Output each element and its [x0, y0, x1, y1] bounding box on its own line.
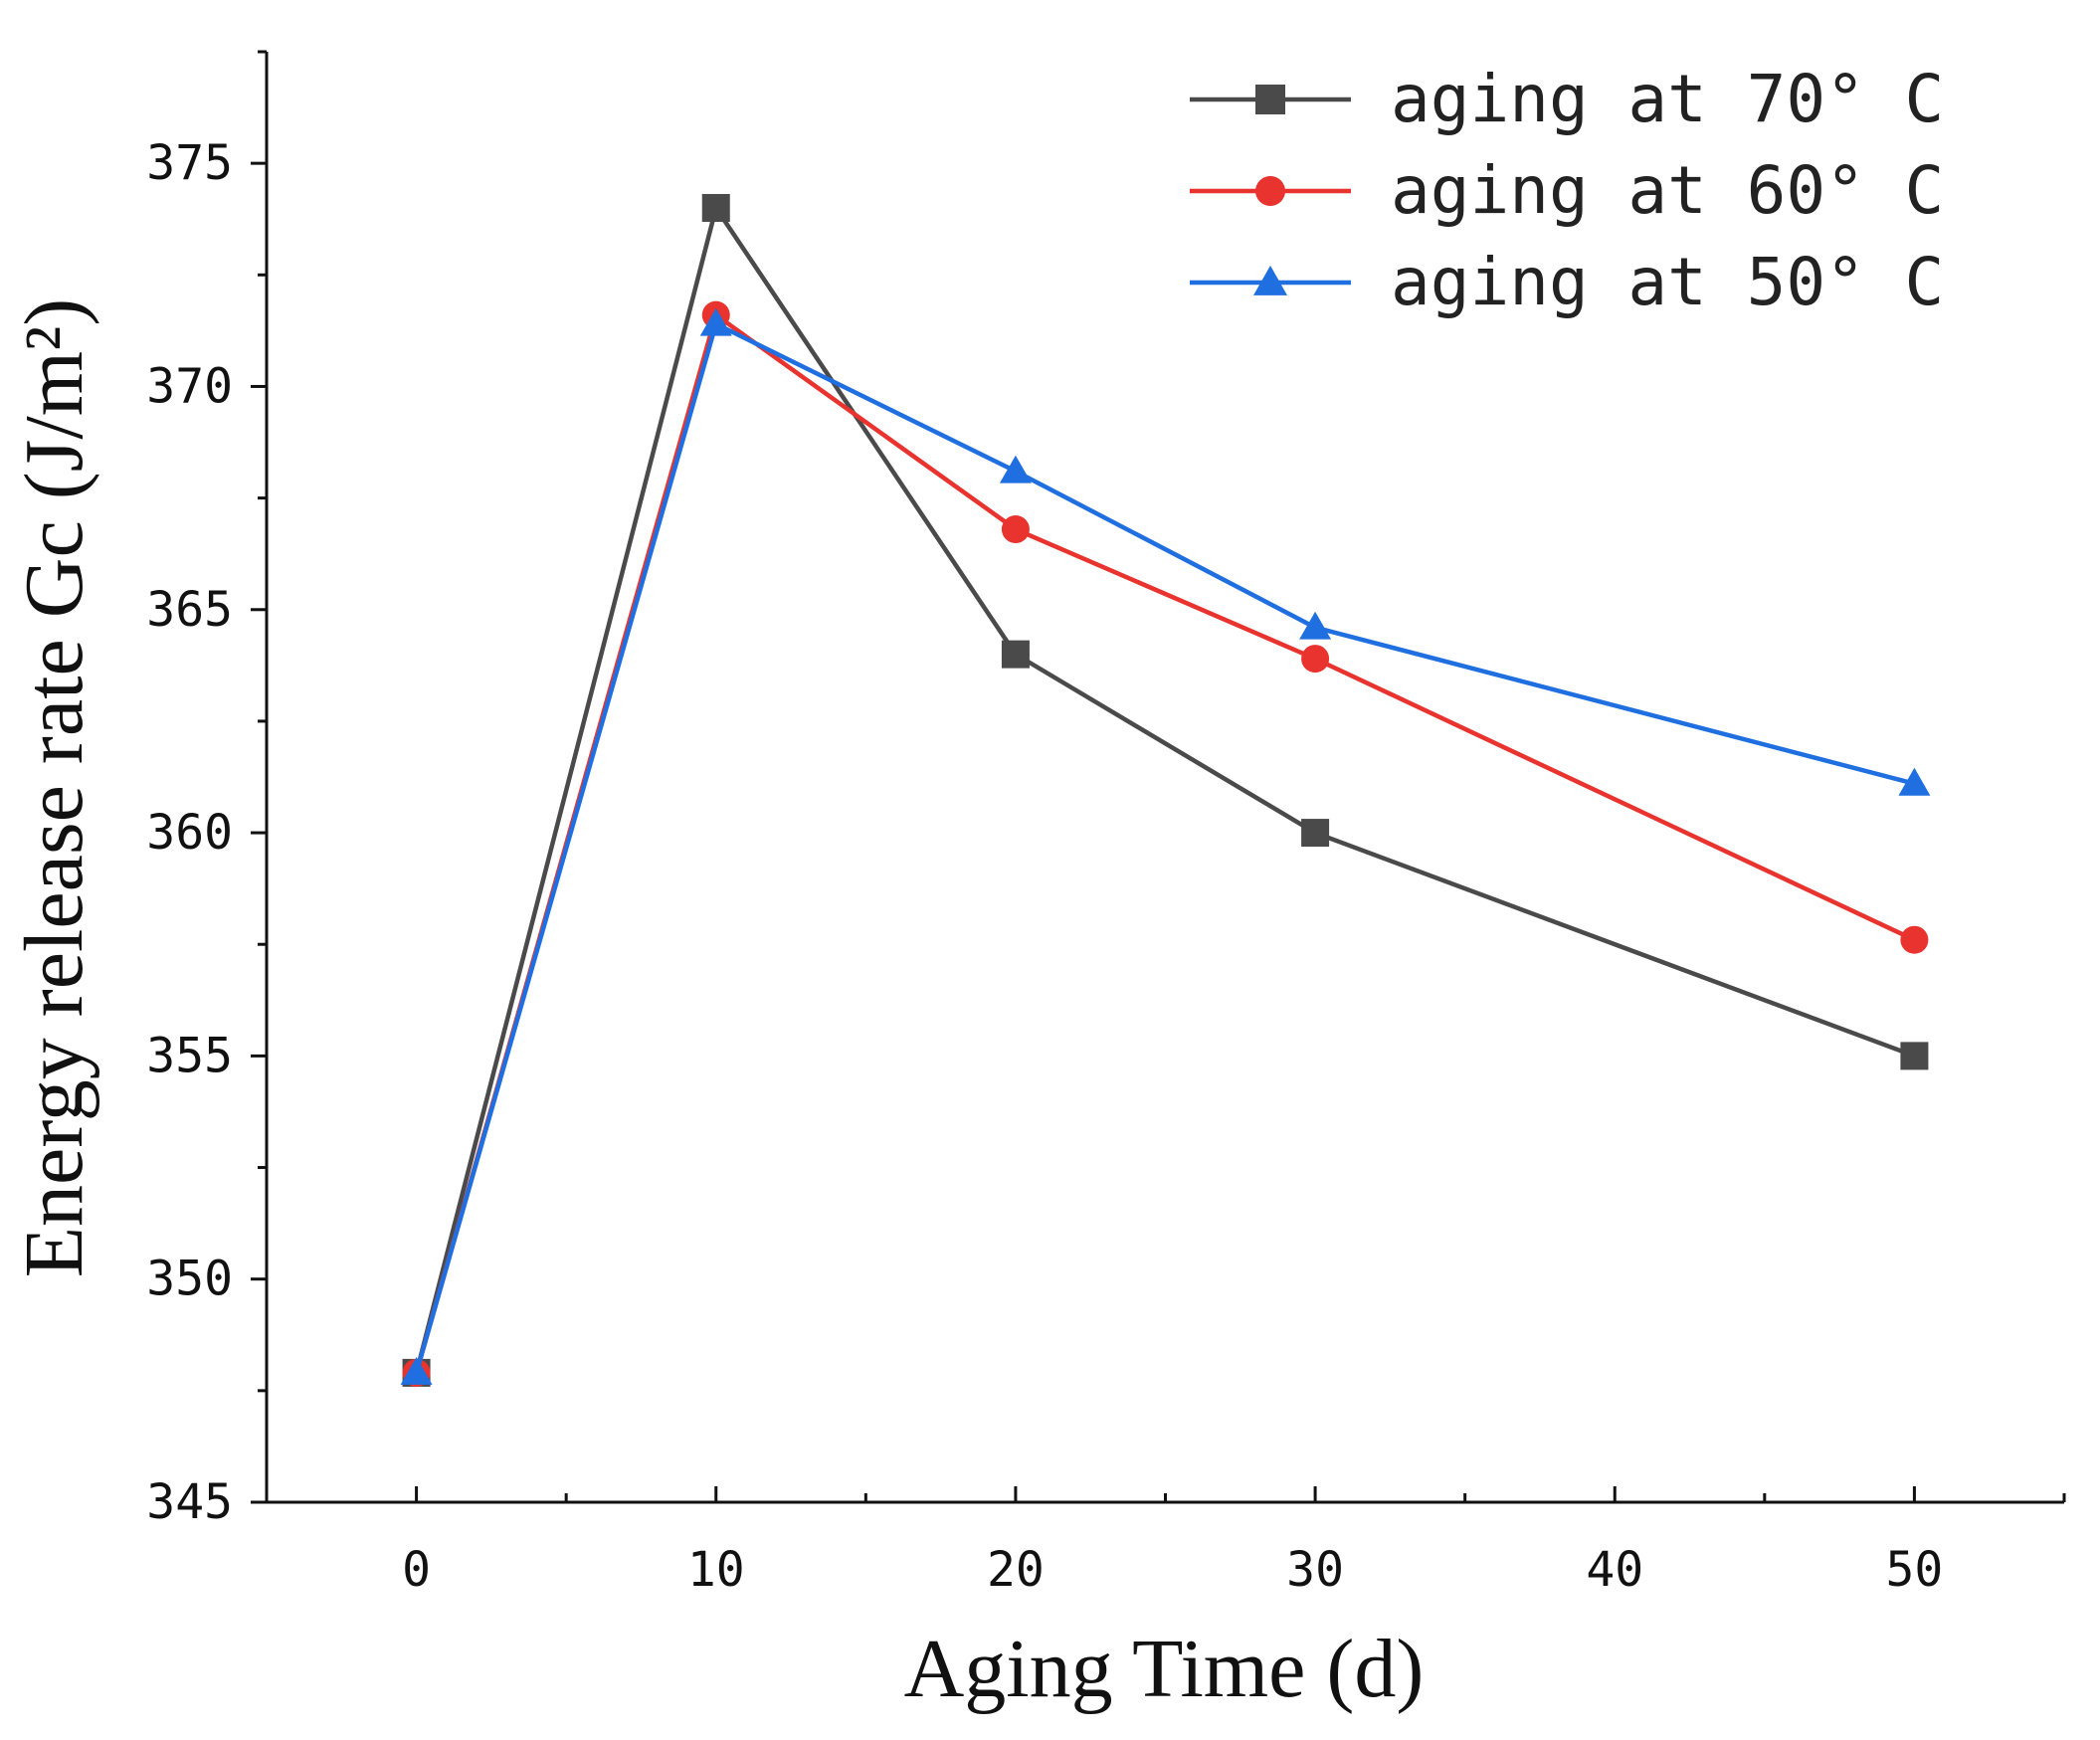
data-point [1900, 1042, 1929, 1070]
series-triangle [400, 307, 1931, 1385]
y-tick-label: 350 [146, 1252, 233, 1307]
series-square [402, 194, 1929, 1387]
data-point [999, 455, 1032, 483]
series-layer [400, 194, 1931, 1387]
legend-marker [1255, 176, 1285, 206]
data-point [701, 194, 730, 223]
legend-label: aging at 50° C [1391, 244, 1944, 320]
x-tick-label: 40 [1586, 1542, 1643, 1598]
y-tick-label: 355 [146, 1028, 233, 1083]
x-tick-label: 30 [1286, 1542, 1344, 1598]
series-circle [402, 300, 1929, 1387]
data-point [699, 307, 732, 336]
data-point [1900, 925, 1929, 954]
legend-marker [1253, 265, 1287, 295]
data-point [1898, 767, 1931, 796]
x-axis-title: Aging Time (d) [904, 1623, 1425, 1715]
legend-entry: aging at 70° C [1190, 61, 1944, 137]
data-point [1301, 819, 1330, 848]
legend-label: aging at 70° C [1391, 61, 1944, 137]
x-tick-label: 10 [687, 1542, 745, 1598]
legend: aging at 70° C aging at 60° C aging at 50°… [1190, 61, 1944, 320]
data-point [1301, 645, 1330, 674]
x-tick-label: 20 [987, 1542, 1045, 1598]
y-axis-title: Energy release rate Gc (J/m²) [8, 298, 100, 1278]
series-line [414, 202, 1916, 1374]
y-tick-label: 365 [146, 582, 233, 638]
x-tick-label: 50 [1886, 1542, 1944, 1598]
y-tick-label: 345 [146, 1474, 233, 1530]
y-tick-label: 370 [146, 358, 233, 414]
legend-marker [1255, 85, 1285, 114]
y-tick-label: 375 [146, 135, 233, 191]
legend-entry: aging at 60° C [1190, 152, 1944, 229]
legend-label: aging at 60° C [1391, 152, 1944, 229]
legend-entry: aging at 50° C [1190, 244, 1944, 320]
series-line [414, 320, 1915, 1374]
data-point [1299, 611, 1332, 640]
y-tick-label: 360 [146, 805, 233, 861]
data-point [1001, 640, 1030, 669]
series-line [414, 310, 1916, 1374]
x-tick-label: 0 [402, 1542, 431, 1598]
data-point [400, 1356, 433, 1385]
data-point [1001, 515, 1030, 544]
axes: 345 350 355 360 365 370 375 0 10 20 30 40 50 [146, 50, 2066, 1598]
